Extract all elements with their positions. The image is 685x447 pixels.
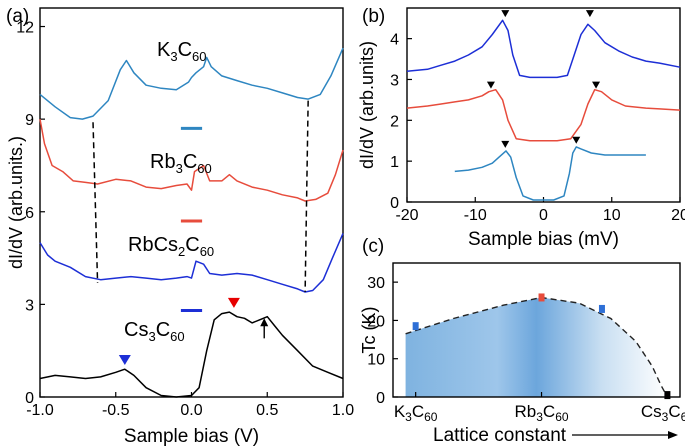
peak-marker <box>501 140 510 148</box>
y-axis-label: dI/dV (arb.units) <box>357 41 377 169</box>
peak-marker <box>585 10 594 18</box>
peak-marker <box>501 10 510 18</box>
series-label-RbCs2C60: RbCs2C60 <box>128 234 214 259</box>
category-label-Rb3C60: Rb3C60 <box>515 402 569 424</box>
series-label-K3C60: K3C60 <box>157 39 207 64</box>
tc-data-point <box>412 322 419 331</box>
x-tick-label: 1.0 <box>332 402 354 419</box>
y-tick-label: 9 <box>25 112 34 129</box>
tc-data-point <box>664 391 671 400</box>
x-axis-label: Lattice constant <box>433 425 567 446</box>
series-line-Cs3C60 <box>39 311 344 398</box>
y-tick-label: 0 <box>376 390 385 407</box>
series-line-red <box>406 88 681 142</box>
x-axis-label: Sample bias (V) <box>124 426 259 447</box>
x-tick-label: -1.0 <box>26 402 54 419</box>
x-axis-label: Sample bias (mV) <box>468 229 619 250</box>
x-tick-label: -20 <box>395 207 418 224</box>
series-line-Rb3C60 <box>39 118 344 202</box>
category-label-K3C60: K3C60 <box>394 402 438 424</box>
x-tick-label: 0.0 <box>180 402 202 419</box>
panel-c-frame <box>392 262 681 398</box>
y-tick-label: 12 <box>16 20 34 37</box>
tc-dome-area <box>405 297 668 397</box>
y-axis-label: Tc (K) <box>359 307 379 354</box>
panel-a-chart: -1.0 -0.5 0.0 0.5 1.0 0 3 6 9 12 Sample bias (V) dI… <box>6 7 354 447</box>
series-line-blue <box>406 19 681 79</box>
peak-marker <box>486 81 495 89</box>
x-tick-label: -0.5 <box>102 402 130 419</box>
dashed-guide-1 <box>304 100 309 293</box>
panel-a-frame <box>39 7 344 398</box>
dashed-guide-0 <box>92 122 99 283</box>
arrow-head <box>260 318 269 327</box>
panel-label-c: (c) <box>362 236 384 257</box>
y-tick-label: 0 <box>390 195 399 212</box>
series-label-Rb3C60: Rb3C60 <box>150 151 212 176</box>
series-label-Cs3C60: Cs3C60 <box>124 319 185 344</box>
x-tick-label: 20 <box>671 207 685 224</box>
tc-data-point <box>598 304 605 313</box>
y-tick-label: 20 <box>367 313 385 330</box>
x-tick-label: 0.5 <box>256 402 278 419</box>
red-triangle-marker <box>227 297 240 308</box>
y-tick-label: 1 <box>390 154 399 171</box>
y-tick-label: 6 <box>25 205 34 222</box>
panel-label-a: (a) <box>6 6 29 27</box>
y-axis-label: dI/dV (arb.units.) <box>6 136 26 269</box>
panel-b-chart: -20 -10 0 10 20 0 1 2 3 4 Sample bias (mV) dI/dV (a… <box>357 7 685 250</box>
y-tick-label: 30 <box>367 275 385 292</box>
series-line-cyan <box>454 146 646 201</box>
y-tick-label: 3 <box>25 297 34 314</box>
x-tick-label: -10 <box>464 207 487 224</box>
series-line-K3C60 <box>39 47 344 120</box>
category-label-Cs3C60: Cs3C60 <box>641 402 685 424</box>
panel-label-b: (b) <box>362 6 385 27</box>
series-line-RbCs2C60 <box>39 233 344 293</box>
x-tick-label: 0 <box>539 207 548 224</box>
y-tick-label: 2 <box>390 113 399 130</box>
peak-marker <box>572 136 581 144</box>
panel-b-frame <box>406 7 681 203</box>
x-tick-label: 10 <box>603 207 621 224</box>
blue-triangle-marker <box>118 354 131 365</box>
y-tick-label: 0 <box>25 390 34 407</box>
peak-marker <box>592 81 601 89</box>
tc-data-point <box>538 293 545 302</box>
y-tick-label: 10 <box>367 352 385 369</box>
x-axis-arrow-head <box>668 431 678 439</box>
y-tick-label: 3 <box>390 72 399 89</box>
panel-c-chart: 0 10 20 30 K3C60 Rb3C60 Cs3C60 Tc (K) Lattice co… <box>359 262 685 446</box>
y-tick-label: 4 <box>390 32 399 49</box>
